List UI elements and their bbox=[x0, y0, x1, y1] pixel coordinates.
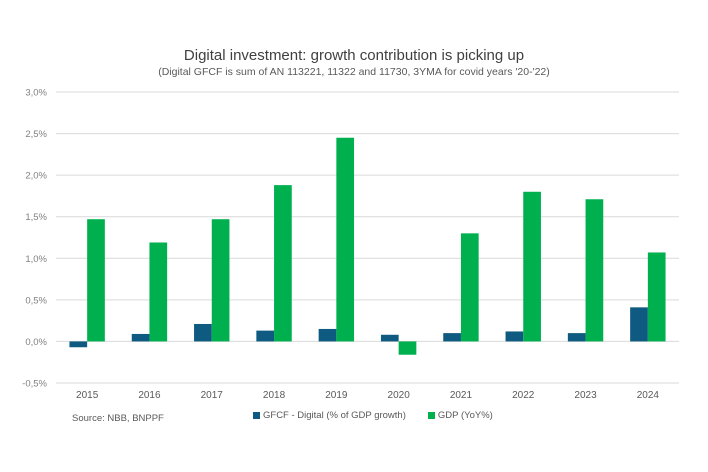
legend-label-gdp: GDP (YoY%) bbox=[437, 410, 493, 421]
legend-item-gdp: GDP (YoY%) bbox=[427, 410, 493, 421]
bar-gdp bbox=[585, 199, 604, 342]
bar-gfcf-digital bbox=[131, 333, 150, 342]
x-tick-label: 2017 bbox=[201, 390, 224, 401]
legend-item-gfcf-digital: GFCF - Digital (% of GDP growth) bbox=[253, 410, 406, 421]
y-tick-label: 3,0% bbox=[25, 88, 47, 99]
x-tick-label: 2023 bbox=[574, 390, 597, 401]
legend-label-gfcf-digital: GFCF - Digital (% of GDP growth) bbox=[263, 410, 406, 421]
y-tick-label: 0,5% bbox=[25, 295, 47, 306]
bar-gfcf-digital bbox=[318, 328, 337, 342]
y-tick-label: -0,5% bbox=[22, 379, 47, 390]
legend-swatch-gfcf-digital bbox=[253, 412, 260, 419]
bar-gfcf-digital bbox=[380, 334, 399, 342]
x-tick-label: 2020 bbox=[388, 390, 411, 401]
x-tick-label: 2021 bbox=[450, 390, 473, 401]
bar-gdp bbox=[211, 219, 230, 342]
x-tick-label: 2015 bbox=[76, 390, 99, 401]
legend: GFCF - Digital (% of GDP growth) GDP (Yo… bbox=[253, 410, 493, 421]
bar-gdp bbox=[460, 233, 479, 342]
chart-title: Digital investment: growth contribution … bbox=[183, 47, 525, 64]
chart-subtitle: (Digital GFCF is sum of AN 113221, 11322… bbox=[158, 66, 550, 78]
bar-gdp bbox=[87, 219, 105, 342]
x-tick-label: 2016 bbox=[138, 390, 161, 401]
bar-gdp bbox=[398, 341, 417, 355]
y-tick-label: 2,5% bbox=[25, 129, 47, 140]
bar-gfcf-digital bbox=[256, 330, 275, 342]
bar-gdp bbox=[336, 137, 355, 342]
source-note: Source: NBB, BNPPF bbox=[72, 413, 164, 424]
bar-gfcf-digital bbox=[194, 323, 212, 342]
bar-gfcf-digital bbox=[567, 333, 586, 342]
bar-gdp bbox=[647, 252, 666, 342]
bar-gdp bbox=[523, 191, 541, 342]
bar-gfcf-digital bbox=[443, 333, 461, 342]
x-tick-label: 2022 bbox=[512, 390, 535, 401]
y-tick-label: 2,0% bbox=[25, 171, 47, 182]
bar-gfcf-digital bbox=[69, 341, 88, 348]
x-tick-label: 2018 bbox=[263, 390, 286, 401]
x-tick-label: 2024 bbox=[637, 390, 660, 401]
bar-gfcf-digital bbox=[630, 307, 648, 342]
bar-gdp bbox=[274, 185, 292, 342]
bar-gfcf-digital bbox=[505, 331, 524, 342]
x-tick-label: 2019 bbox=[325, 390, 348, 401]
y-tick-label: 0,0% bbox=[25, 337, 47, 348]
legend-swatch-gdp bbox=[427, 412, 435, 419]
bar-gdp bbox=[149, 242, 168, 342]
y-tick-label: 1,0% bbox=[25, 254, 47, 265]
y-tick-label: 1,5% bbox=[25, 212, 47, 223]
